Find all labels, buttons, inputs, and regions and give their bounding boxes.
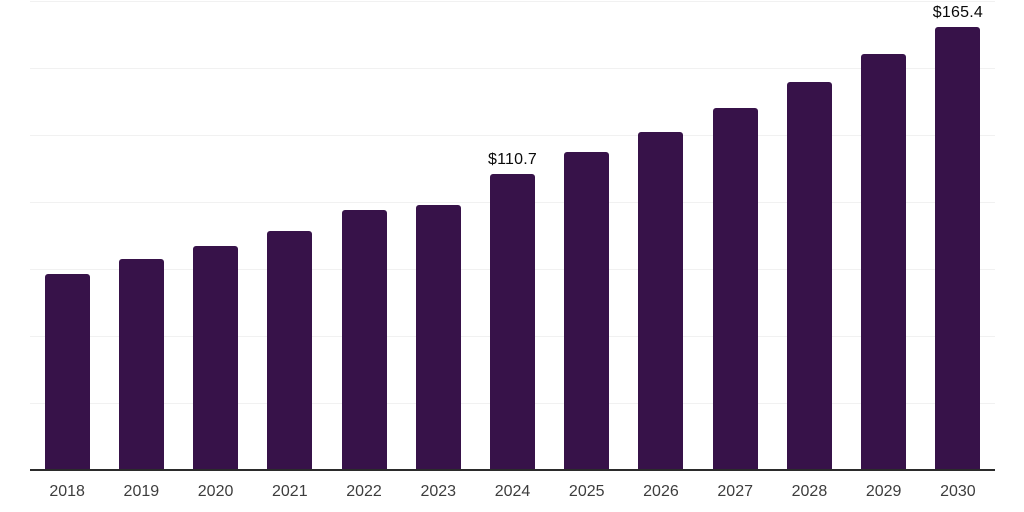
bar-2020 <box>193 246 239 470</box>
bar-2027 <box>712 107 758 470</box>
x-axis-label-2024: 2024 <box>494 483 531 500</box>
x-axis-label-2026: 2026 <box>643 483 679 500</box>
value-label-2024: $110.7 <box>488 150 537 168</box>
gridline <box>30 135 995 137</box>
x-axis-label-2029: 2029 <box>865 483 902 500</box>
bar-2025 <box>564 152 610 470</box>
x-axis-label-2027: 2027 <box>717 483 753 500</box>
bar-2018 <box>44 273 90 470</box>
x-axis-label-2025: 2025 <box>568 483 605 500</box>
x-axis-label-2022: 2022 <box>346 483 382 500</box>
bar-2029 <box>861 54 907 470</box>
bar-2028 <box>786 81 832 470</box>
x-axis-label-2018: 2018 <box>49 483 85 500</box>
bar-2019 <box>118 259 164 470</box>
bar-2024 <box>490 173 535 470</box>
value-label-2030: $165.4 <box>932 4 983 21</box>
x-axis-line <box>30 469 995 471</box>
bar-2026 <box>638 132 684 470</box>
x-axis-label-2030: 2030 <box>940 483 976 500</box>
x-axis-label-2020: 2020 <box>197 483 234 500</box>
x-axis-label-2028: 2028 <box>791 483 828 500</box>
bar-2022 <box>341 209 387 470</box>
x-axis-label-2019: 2019 <box>123 483 160 500</box>
bar-2023 <box>415 204 461 470</box>
x-axis-label-2023: 2023 <box>420 483 457 500</box>
gridline <box>30 1 995 3</box>
x-axis-label-2021: 2021 <box>272 483 308 500</box>
bar-2021 <box>267 231 313 470</box>
bar-2030 <box>935 27 981 470</box>
gridline <box>30 68 995 70</box>
